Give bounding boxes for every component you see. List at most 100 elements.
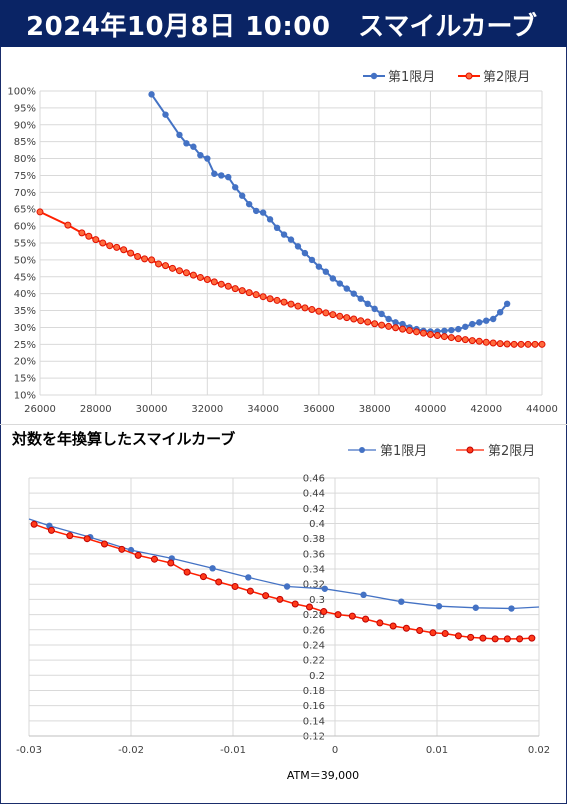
data-point xyxy=(246,587,254,595)
data-point xyxy=(376,619,384,627)
data-point xyxy=(441,327,448,335)
data-point xyxy=(364,318,372,326)
data-point xyxy=(203,275,211,283)
y-tick-label: 0.24 xyxy=(303,640,325,651)
x-tick-label: 0.01 xyxy=(426,745,448,756)
data-point xyxy=(320,608,328,616)
data-point xyxy=(329,275,337,282)
data-point xyxy=(168,264,176,272)
data-point xyxy=(215,578,223,586)
data-point xyxy=(231,285,239,293)
header-title: スマイルカーブ xyxy=(358,12,537,42)
data-point xyxy=(301,249,309,257)
chart2-title: 対数を年換算したスマイルカーブ xyxy=(12,430,236,448)
data-point xyxy=(440,333,448,341)
data-point xyxy=(476,319,483,326)
x-axis-title: ATM＝39,000 xyxy=(287,769,359,782)
y-tick-label: 10% xyxy=(14,391,36,402)
data-point xyxy=(245,289,253,297)
data-point xyxy=(469,320,476,328)
data-point xyxy=(231,583,239,591)
data-point xyxy=(259,293,267,301)
data-point xyxy=(426,331,434,339)
data-point xyxy=(204,155,211,162)
data-point xyxy=(294,302,302,310)
data-point xyxy=(238,287,246,295)
data-point xyxy=(118,545,126,553)
data-point xyxy=(218,172,225,179)
data-point xyxy=(482,338,490,346)
data-point xyxy=(30,520,38,528)
y-tick-label: 0.12 xyxy=(303,732,325,743)
data-point xyxy=(378,321,386,329)
data-point xyxy=(141,255,149,263)
data-point xyxy=(516,635,524,643)
data-point xyxy=(433,332,441,340)
series-line-2 xyxy=(33,523,532,640)
data-point xyxy=(134,253,142,261)
y-tick-label: 0.28 xyxy=(303,610,325,621)
data-point xyxy=(392,319,399,326)
data-point xyxy=(508,605,515,612)
data-point xyxy=(217,280,225,288)
x-tick-label: 38000 xyxy=(359,404,391,415)
y-tick-label: 0.46 xyxy=(303,474,325,485)
legend-label: 第2限月 xyxy=(483,70,530,85)
chart-divider xyxy=(0,424,567,425)
data-point xyxy=(280,298,288,306)
y-tick-label: 65% xyxy=(14,205,36,216)
y-tick-label: 0.18 xyxy=(303,686,325,697)
data-point xyxy=(406,326,414,334)
data-point xyxy=(343,285,350,292)
data-point xyxy=(454,632,462,640)
data-point xyxy=(322,268,330,275)
data-point xyxy=(531,340,539,348)
y-tick-label: 95% xyxy=(14,103,36,114)
x-tick-label: -0.02 xyxy=(118,745,144,756)
data-point xyxy=(357,295,364,302)
data-point xyxy=(175,267,183,275)
data-point xyxy=(266,295,274,303)
y-tick-label: 0.44 xyxy=(303,489,325,500)
data-point xyxy=(150,555,158,563)
x-tick-label: 42000 xyxy=(470,404,502,415)
data-point xyxy=(301,304,309,312)
data-point xyxy=(479,634,487,642)
data-point xyxy=(385,322,393,330)
data-point xyxy=(462,323,469,330)
y-tick-label: 0.3 xyxy=(309,595,325,606)
data-point xyxy=(197,151,204,159)
legend-label: 第2限月 xyxy=(488,444,535,459)
y-tick-label: 0.36 xyxy=(303,549,325,560)
x-tick-label: 28000 xyxy=(80,404,112,415)
data-point xyxy=(399,320,406,328)
data-point xyxy=(276,595,284,603)
y-tick-label: 0.4 xyxy=(309,519,325,530)
legend-label: 第1限月 xyxy=(380,444,427,459)
data-point xyxy=(454,335,462,343)
y-tick-label: 20% xyxy=(14,357,36,368)
data-point xyxy=(78,229,86,237)
data-point xyxy=(371,305,378,313)
y-tick-label: 70% xyxy=(14,188,36,199)
data-point xyxy=(385,315,392,323)
data-point xyxy=(429,629,437,637)
data-point xyxy=(92,236,100,244)
data-point xyxy=(134,551,142,559)
data-point xyxy=(441,630,449,638)
data-point xyxy=(273,296,281,304)
data-point xyxy=(245,574,252,581)
data-point xyxy=(371,320,379,328)
data-point xyxy=(99,239,107,247)
y-tick-label: 0.34 xyxy=(303,565,325,576)
y-tick-label: 0.32 xyxy=(303,580,325,591)
data-point xyxy=(524,340,532,348)
data-point xyxy=(392,324,400,332)
y-tick-label: 0.26 xyxy=(303,625,325,636)
data-point xyxy=(350,290,357,297)
data-point xyxy=(196,273,204,281)
data-point xyxy=(538,340,546,348)
data-point xyxy=(389,622,397,630)
data-point xyxy=(467,633,475,641)
data-point xyxy=(496,340,504,348)
